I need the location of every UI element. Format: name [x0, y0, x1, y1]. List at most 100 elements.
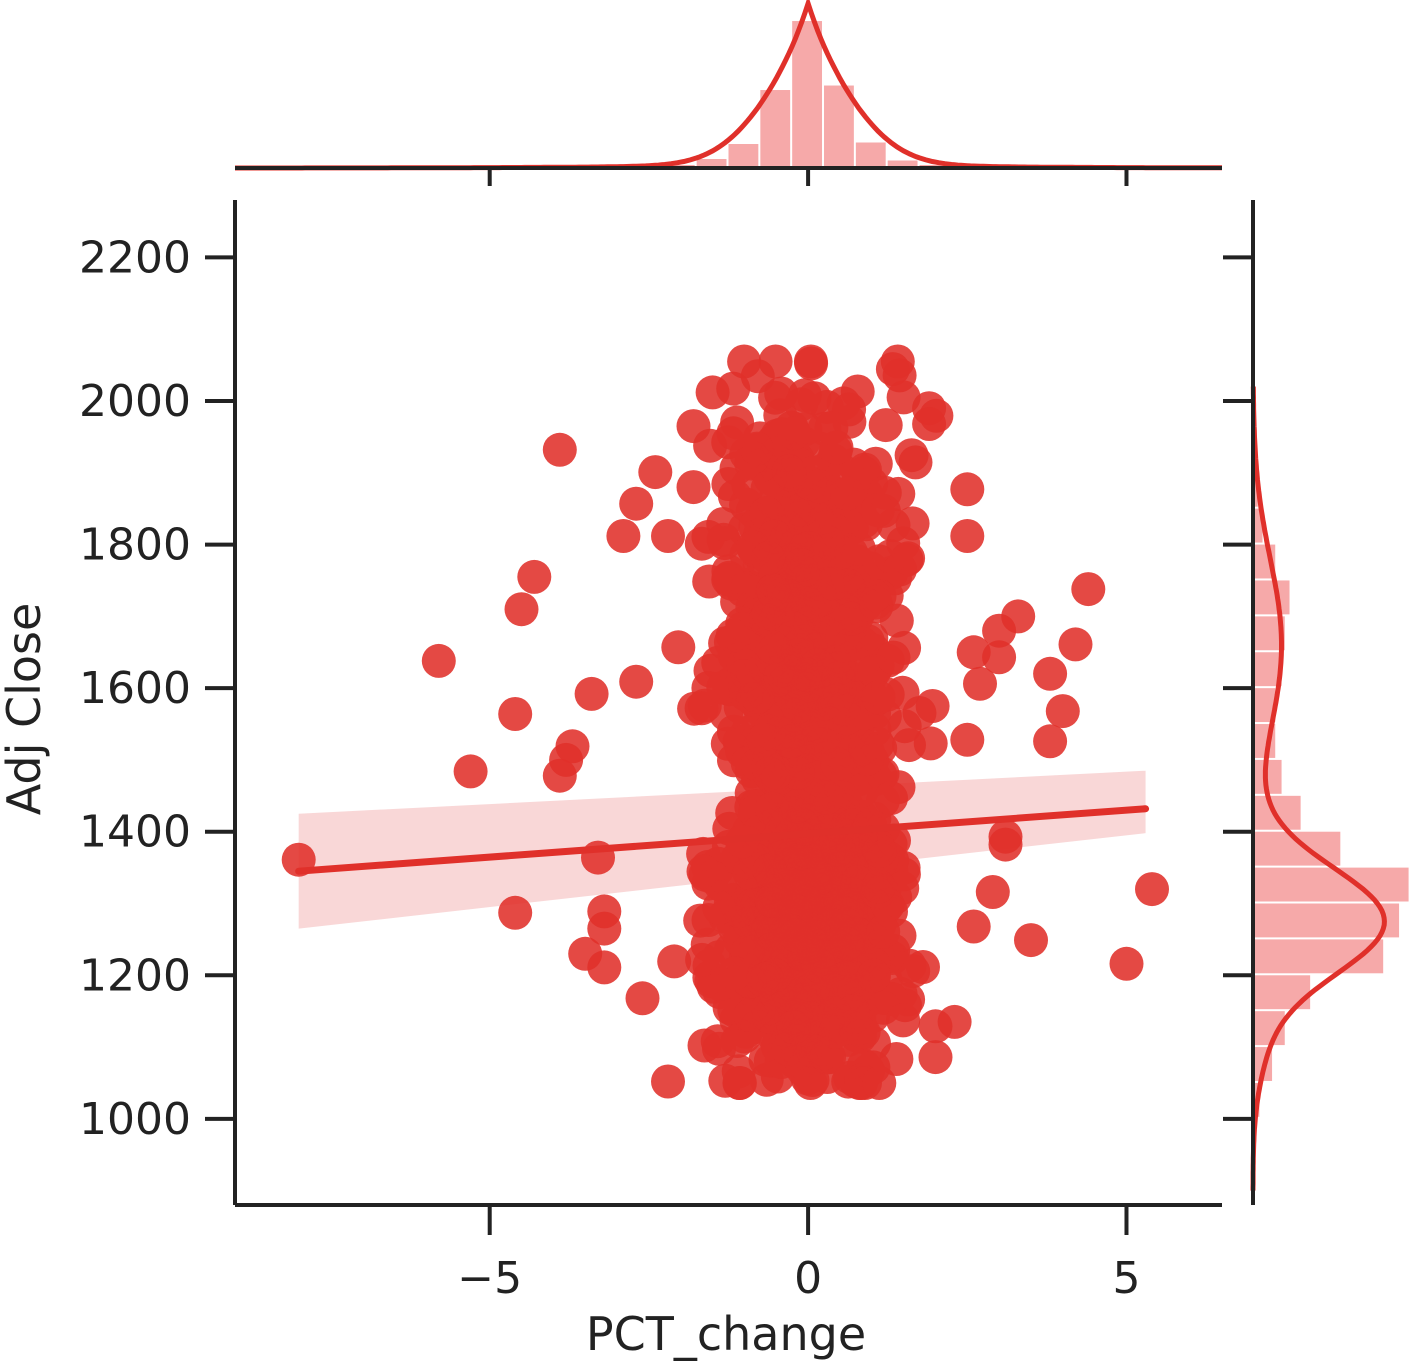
x-marginal-distribution	[235, 0, 1222, 186]
scatter-point	[695, 375, 730, 410]
scatter-point	[1135, 872, 1169, 907]
scatter-point	[823, 535, 858, 570]
y-kde-curve	[1250, 386, 1387, 1191]
y-tick-label: 1200	[79, 950, 191, 1001]
y-axis-label: Adj Close	[0, 603, 51, 816]
scatter-point	[862, 834, 897, 868]
scatter-point	[816, 996, 851, 1030]
x-hist-bar	[855, 142, 886, 168]
scatter-point	[542, 758, 577, 793]
scatter-point	[956, 909, 991, 944]
scatter-point	[781, 689, 815, 724]
scatter-point	[555, 729, 590, 764]
scatter-point	[834, 601, 868, 636]
scatter-point	[887, 709, 922, 744]
scatter-point	[764, 376, 799, 411]
y-hist-bar	[1253, 508, 1263, 543]
scatter-point	[498, 895, 533, 930]
scatter-point	[676, 409, 711, 444]
scatter-point	[879, 603, 914, 638]
scatter-point	[733, 998, 768, 1033]
scatter-point	[752, 756, 787, 791]
scatter-point	[703, 967, 738, 1001]
x-hist-bar	[824, 85, 854, 168]
scatter-point	[687, 1028, 722, 1063]
scatter-point	[861, 869, 896, 904]
scatter-point	[886, 380, 921, 415]
scatter-point	[731, 468, 766, 503]
scatter-point	[895, 506, 930, 541]
scatter-point	[676, 470, 711, 505]
y-tick-label: 1600	[79, 663, 191, 714]
scatter-points	[281, 344, 1169, 1100]
scatter-point	[898, 445, 933, 480]
scatter-point	[794, 346, 829, 381]
scatter-point	[606, 519, 641, 553]
scatter-point	[777, 416, 811, 451]
scatter-point	[950, 472, 985, 507]
scatter-point	[657, 944, 692, 979]
x-tick-label: −5	[457, 1253, 522, 1304]
y-hist-bar	[1253, 688, 1276, 723]
scatter-point	[1045, 694, 1080, 729]
scatter-point	[912, 407, 947, 441]
scatter-point	[956, 635, 991, 670]
scatter-point	[874, 781, 908, 816]
scatter-point	[832, 392, 867, 427]
scatter-point	[715, 618, 750, 653]
scatter-point	[776, 1010, 811, 1044]
scatter-point	[848, 729, 883, 764]
y-tick-label: 2200	[79, 232, 191, 283]
scatter-point	[804, 763, 839, 798]
scatter-point	[421, 643, 456, 678]
scatter-point	[453, 754, 488, 789]
scatter-point	[830, 476, 865, 511]
y-tick-label: 1400	[79, 807, 191, 858]
y-marginal-distribution	[1223, 200, 1409, 1205]
scatter-point	[542, 432, 577, 467]
scatter-point	[711, 562, 746, 597]
scatter-point	[950, 519, 985, 553]
scatter-point	[740, 359, 775, 394]
scatter-point	[574, 676, 609, 711]
scatter-point	[746, 963, 781, 998]
scatter-point	[706, 507, 741, 541]
scatter-point	[988, 827, 1023, 862]
scatter-point	[638, 455, 673, 490]
scatter-point	[876, 640, 911, 675]
y-hist-bar	[1253, 472, 1258, 507]
scatter-point	[684, 526, 719, 561]
scatter-point	[504, 592, 539, 627]
y-tick-label: 2000	[79, 376, 191, 427]
scatter-point	[856, 958, 891, 993]
scatter-point	[788, 657, 823, 692]
scatter-point	[868, 408, 903, 443]
x-hist-bar	[728, 144, 759, 168]
scatter-point	[915, 689, 950, 723]
scatter-point	[708, 1063, 743, 1098]
scatter-point	[780, 789, 815, 824]
scatter-point	[661, 630, 696, 665]
scatter-point	[568, 936, 603, 971]
scatter-point	[963, 666, 997, 701]
scatter-point	[1014, 923, 1048, 958]
scatter-point	[751, 596, 786, 631]
y-hist-bar	[1253, 867, 1409, 902]
scatter-point	[866, 914, 901, 949]
scatter-point	[619, 486, 654, 521]
scatter-point	[862, 1066, 897, 1100]
scatter-point	[819, 430, 854, 465]
scatter-point	[498, 697, 533, 731]
scatter-point	[829, 926, 864, 961]
scatter-point	[845, 773, 880, 808]
x-hist-bar	[760, 90, 791, 168]
x-tick-label: 0	[794, 1253, 822, 1304]
scatter-point	[784, 492, 819, 527]
scatter-point	[1001, 599, 1036, 634]
x-hist-bar	[696, 159, 727, 168]
scatter-point	[709, 697, 744, 732]
scatter-point	[517, 559, 552, 594]
scatter-point	[853, 808, 888, 843]
axes: 1000 1200 1400 1600 1800 2000 2200 −5 0 5	[79, 200, 1222, 1304]
